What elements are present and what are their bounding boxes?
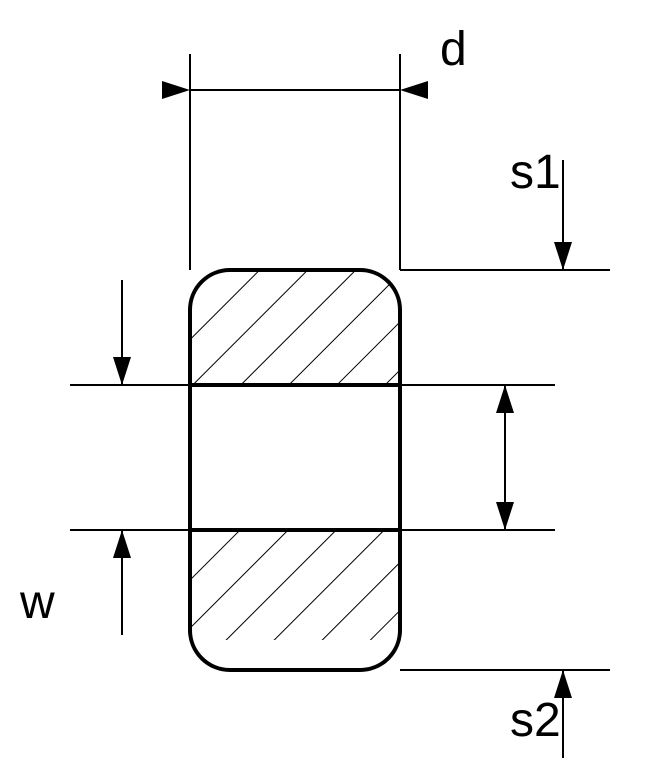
engineering-drawing: d s1 w s2 (0, 0, 654, 761)
label-s1: s1 (510, 146, 561, 199)
label-d: d (440, 23, 467, 76)
arrowhead-icon (113, 357, 131, 385)
label-s2: s2 (510, 694, 561, 747)
hatched-region (190, 270, 400, 640)
arrowhead-icon (400, 81, 428, 99)
arrowhead-icon (496, 385, 514, 413)
label-w: w (19, 576, 55, 629)
arrowhead-icon (554, 242, 572, 270)
arrowhead-icon (162, 81, 190, 99)
arrowhead-icon (113, 530, 131, 558)
arrowhead-icon (496, 502, 514, 530)
